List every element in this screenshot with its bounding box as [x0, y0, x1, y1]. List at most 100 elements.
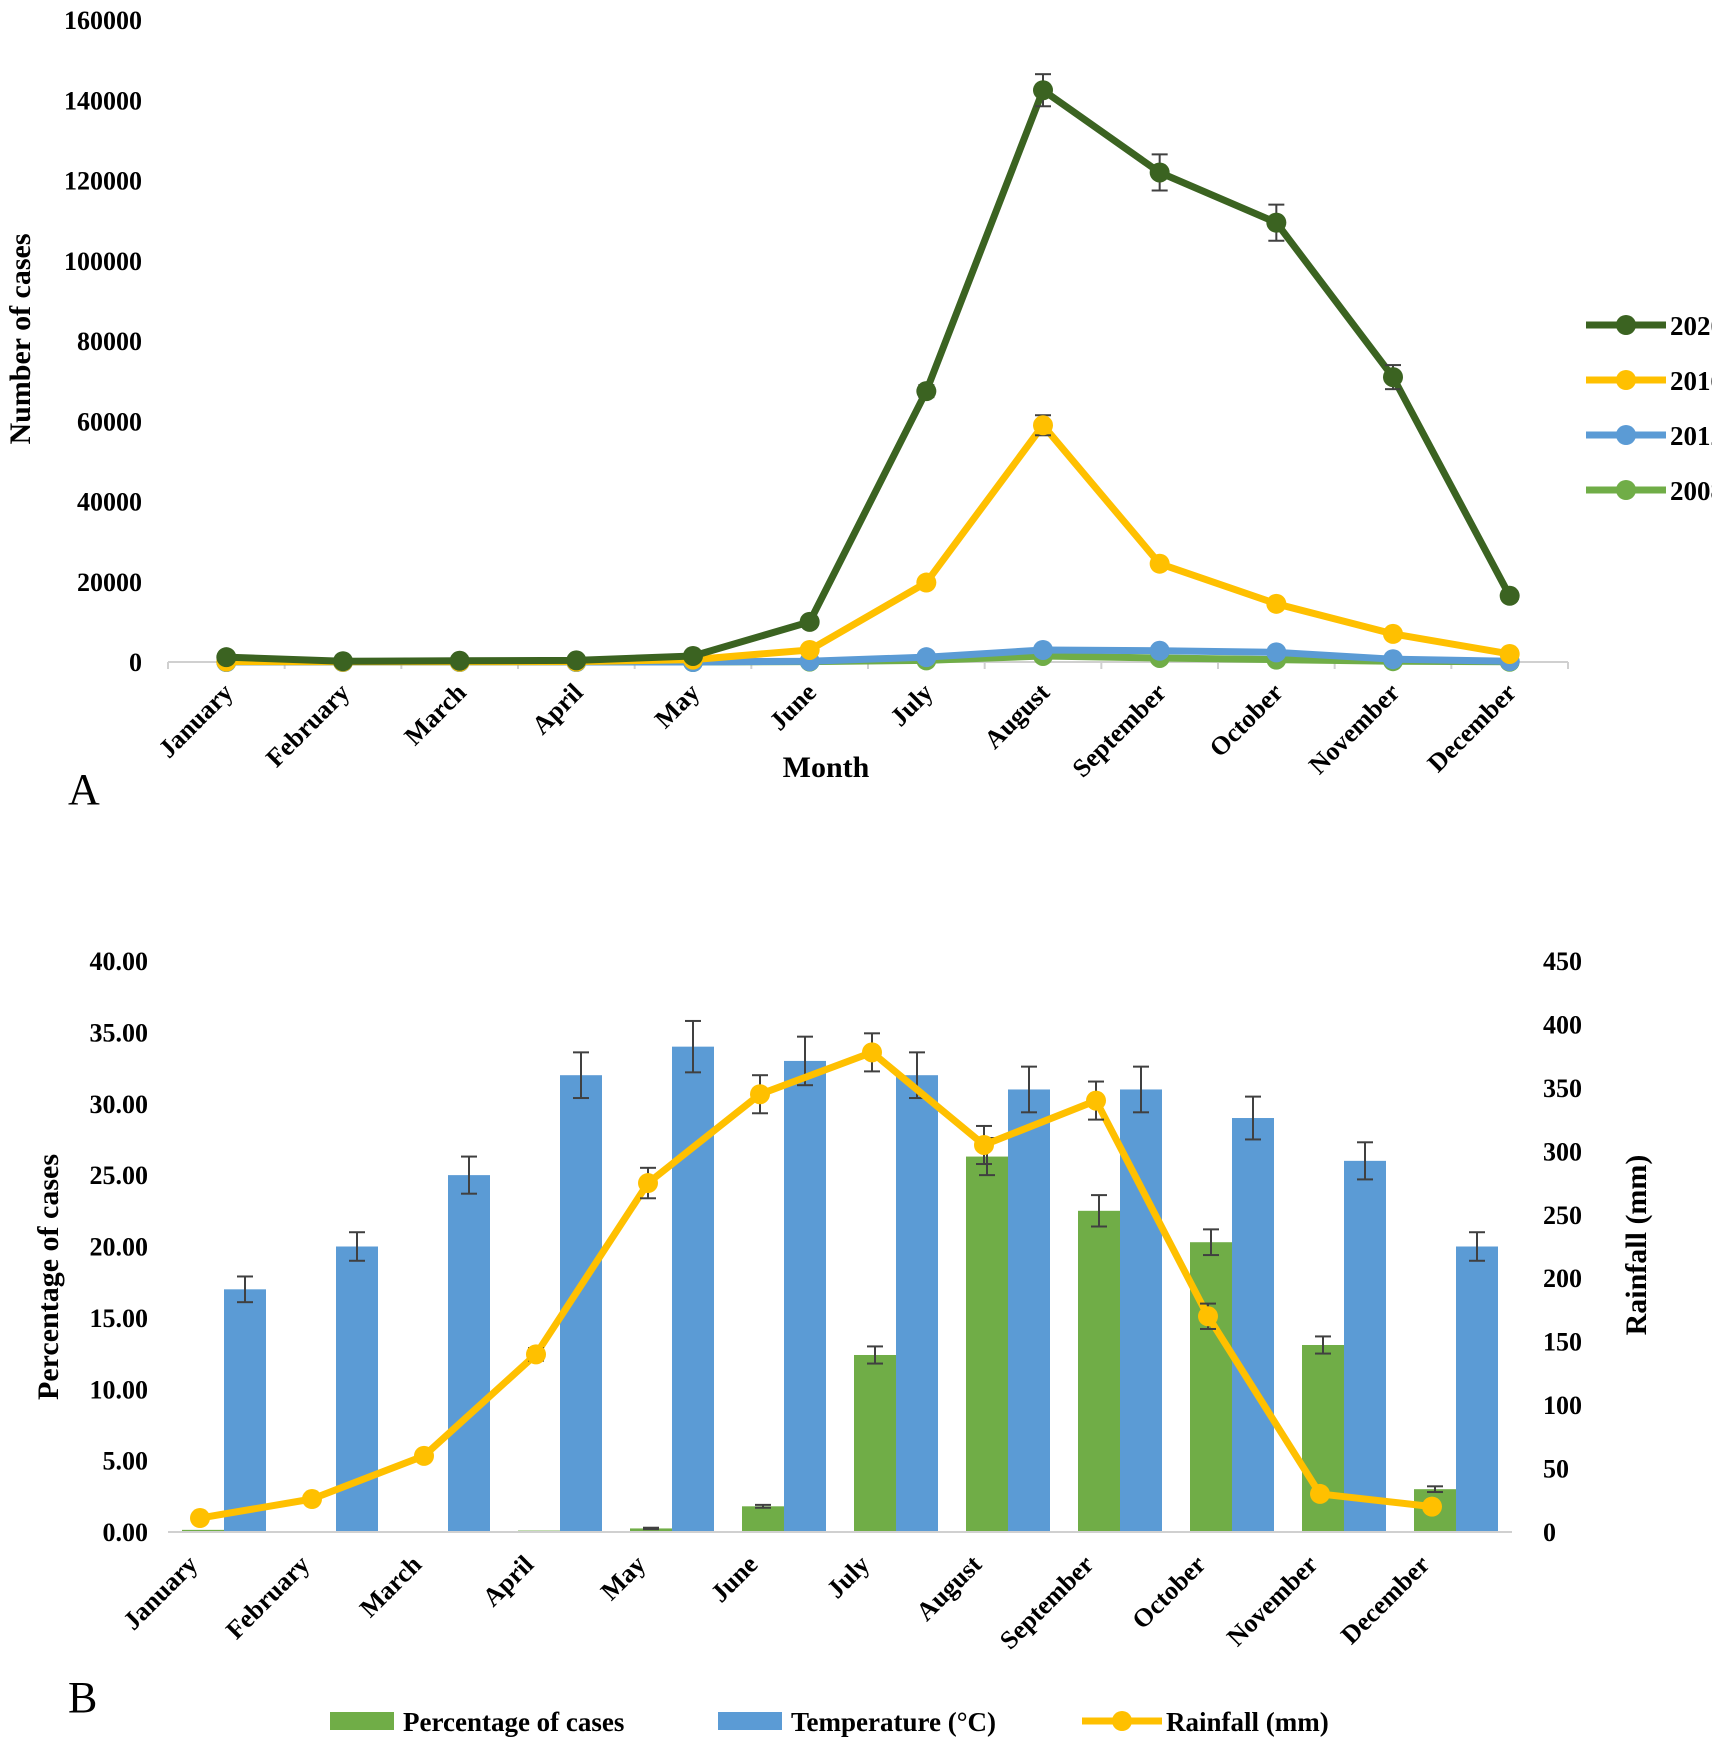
panel-b-x-tick-label: February [220, 1550, 315, 1645]
panel-b-bar-temperature [1232, 1118, 1274, 1532]
panel-b-y-tick-label: 5.00 [103, 1447, 149, 1476]
panel-b-bar-temperature [672, 1046, 714, 1532]
panel-a-data-point-2020-23 [216, 647, 237, 668]
panel-a-x-tick-label: October [1204, 678, 1289, 763]
panel-a-y-tick-label: 100000 [64, 247, 142, 276]
panel-a-x-tick-label: April [526, 678, 588, 740]
panel-b-x-tick-label: November [1221, 1550, 1323, 1652]
panel-b-x-tick-label: March [354, 1549, 428, 1623]
panel-b-y2-tick-label: 250 [1543, 1201, 1582, 1230]
panel-b-bar-temperature [224, 1289, 266, 1532]
panel-a-x-tick-label: November [1303, 678, 1405, 780]
panel-b-rainfall-point [414, 1445, 434, 1466]
panel-a-legend-label: 2008-11 [1670, 476, 1712, 506]
panel-a-y-tick-label: 20000 [77, 568, 142, 597]
panel-a-data-point-2016-19 [916, 572, 937, 593]
panel-b-bar-temperature [1456, 1246, 1498, 1532]
panel-b-y2-tick-label: 400 [1543, 1010, 1582, 1039]
panel-a-y-tick-label: 0 [129, 648, 142, 677]
panel-a-legend-marker [1616, 480, 1636, 500]
panel-b-x-tick-label: October [1126, 1550, 1211, 1635]
panel-b-rainfall-point [302, 1489, 322, 1510]
panel-b-rainfall-point [1086, 1090, 1106, 1111]
panel-b-rainfall-point [1198, 1306, 1218, 1327]
panel-b-bar-percentage [630, 1528, 672, 1532]
panel-a-x-tick-label: June [764, 678, 822, 736]
panel-a-data-point-2012-15 [1033, 639, 1053, 660]
panel-b-y-tick-label: 20.00 [90, 1233, 149, 1262]
panel-a-y-tick-label: 120000 [64, 167, 142, 196]
panel-b-rainfall-line [199, 1048, 1433, 1522]
panel-b-bar-temperature [1008, 1089, 1050, 1532]
panel-a-data-point-2020-23 [799, 611, 820, 632]
panel-a-label: A [68, 765, 100, 814]
panel-a-y-tick-label: 40000 [77, 488, 142, 517]
panel-a-x-tick-label: December [1422, 678, 1522, 778]
panel-a-x-tick-label: September [1067, 678, 1172, 783]
panel-b-bar-percentage [1190, 1242, 1232, 1532]
panel-a-legend-marker [1616, 425, 1636, 445]
panel-a-x-tick-label: August [979, 678, 1056, 755]
panel-b-legend-label: Percentage of cases [403, 1707, 624, 1737]
panel-a-data-point-2020-23 [1033, 80, 1053, 101]
panel-a-data-point-2016-19 [1266, 593, 1287, 614]
panel-b-bar-percentage [182, 1529, 224, 1532]
panel-b-bar-temperature [1344, 1160, 1386, 1532]
panel-b-bar-percentage [966, 1156, 1008, 1532]
panel-b-y-tick-label: 40.00 [90, 947, 149, 976]
panel-b-x-tick-label: December [1335, 1550, 1435, 1650]
panel-a-legend-marker [1616, 370, 1636, 390]
panel-b-y-tick-label: 30.00 [90, 1090, 149, 1119]
panel-b-rainfall-point [862, 1042, 882, 1063]
panel-b-bar-temperature [896, 1075, 938, 1532]
panel-a-data-point-2016-19 [799, 639, 820, 660]
panel-a-x-tick-label: May [649, 678, 705, 734]
panel-b-y2-tick-label: 0 [1543, 1518, 1556, 1547]
panel-b-x-tick-label: April [477, 1550, 539, 1612]
panel-b-y-tick-label: 15.00 [90, 1304, 149, 1333]
panel-b-rainfall-point [526, 1344, 546, 1365]
panel-b-bar-percentage [1302, 1344, 1344, 1532]
panel-a-data-point-2020-23 [1383, 367, 1403, 388]
panel-b-legend-marker [1112, 1711, 1132, 1731]
panel-b-y2-tick-label: 50 [1543, 1455, 1569, 1484]
panel-a-legend-label: 2020-23 [1670, 311, 1712, 341]
panel-a-data-point-2020-23 [333, 651, 353, 672]
panel-a-data-point-2020-23 [1149, 162, 1170, 183]
panel-a-y-tick-label: 160000 [64, 6, 142, 35]
panel-b-x-tick-label: July [821, 1550, 875, 1604]
panel-b-combo-chart: 0.00 5.00 10.00 15.00 20.00 25.00 30.00 35.00 40… [32, 947, 1653, 1737]
panel-a-data-point-2020-23 [916, 381, 937, 402]
panel-a-data-point-2020-23 [566, 650, 587, 671]
panel-a-data-point-2020-23 [1266, 212, 1287, 233]
panel-a-x-tick-label: January [153, 678, 239, 764]
panel-b-rainfall-point [1422, 1496, 1442, 1517]
panel-b-y2-tick-label: 450 [1543, 947, 1582, 976]
panel-a-line-chart: 0 20000 40000 60000 80000 100000 120000 140000 1… [4, 6, 1712, 814]
panel-b-rainfall-point [638, 1173, 658, 1194]
panel-b-y-axis-title: Percentage of cases [32, 1154, 65, 1400]
panel-b-bar-temperature [784, 1060, 826, 1532]
panel-b-bar-percentage [1078, 1210, 1120, 1532]
panel-b-legend-label: Rainfall (mm) [1166, 1707, 1329, 1737]
panel-a-x-tick-label: February [260, 678, 355, 773]
panel-a-legend-label: 2016-19 [1670, 366, 1712, 396]
panel-b-legend-swatch [330, 1712, 394, 1730]
panel-b-rainfall-point [190, 1508, 210, 1529]
panel-b-x-tick-label: September [994, 1550, 1099, 1655]
panel-a-data-point-2012-15 [916, 647, 937, 668]
panel-b-x-tick-label: May [595, 1550, 651, 1606]
panel-b-x-tick-label: January [117, 1550, 203, 1636]
panel-a-data-point-2020-23 [1499, 585, 1520, 606]
panel-b-y2-tick-label: 100 [1543, 1391, 1582, 1420]
panel-a-data-point-2012-15 [1383, 649, 1403, 670]
panel-a-data-point-2016-19 [1383, 623, 1403, 644]
panel-b-y2-tick-label: 150 [1543, 1328, 1582, 1357]
panel-a-series-line-2016-19 [226, 421, 1511, 666]
panel-b-y2-tick-label: 200 [1543, 1264, 1582, 1293]
panel-b-rainfall-point [750, 1084, 770, 1105]
panel-a-data-point-2016-19 [1149, 553, 1170, 574]
panel-a-y-tick-label: 60000 [77, 407, 142, 436]
